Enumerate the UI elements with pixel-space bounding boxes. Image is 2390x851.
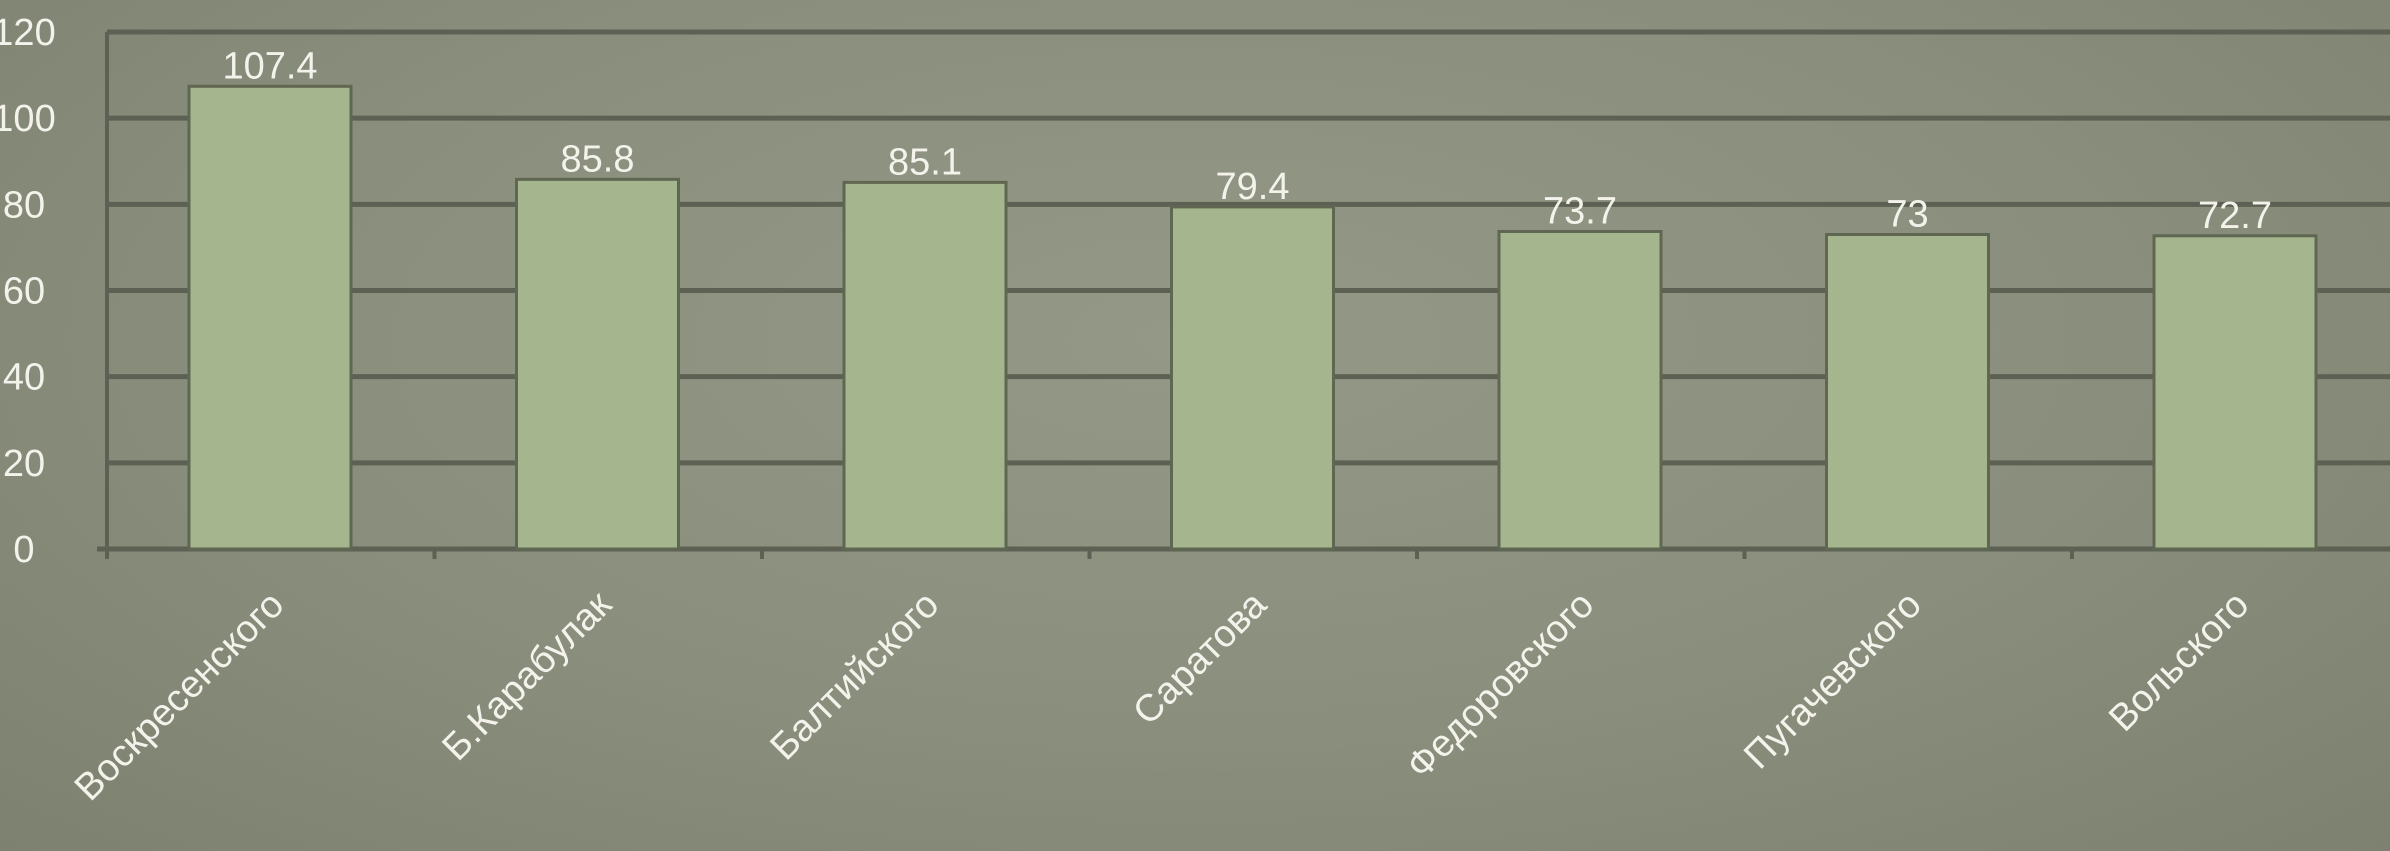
bar-4 <box>1170 205 1335 551</box>
y-tick-label-20: 20 <box>3 443 45 485</box>
bars <box>187 84 2318 551</box>
y-tick-label-120: 120 <box>0 12 56 54</box>
data-label-6: 73 <box>1886 193 1928 235</box>
x-axis-category-labels: Воскресенского Б.Карабулак Балтийского Сара… <box>67 583 2257 809</box>
bar-6 <box>1825 232 1990 551</box>
data-labels: 107.4 85.8 85.1 79.4 73.7 73 72.7 <box>222 45 2272 236</box>
data-label-7: 72.7 <box>2198 195 2272 237</box>
category-label-5: Федоровского <box>1399 584 1603 788</box>
category-label-4: Саратова <box>1125 583 1275 733</box>
data-label-5: 73.7 <box>1543 190 1617 232</box>
category-label-3: Балтийского <box>762 584 947 769</box>
data-label-2: 85.8 <box>561 138 635 180</box>
y-tick-label-80: 80 <box>3 184 45 226</box>
y-axis-tick-labels: 0 20 40 60 80 100 120 <box>0 12 56 571</box>
y-tick-label-100: 100 <box>0 98 56 140</box>
y-tick-label-60: 60 <box>3 271 45 313</box>
category-label-2: Б.Карабулак <box>435 583 621 769</box>
y-tick-label-0: 0 <box>13 529 34 571</box>
category-label-7: Вольского <box>2101 584 2257 740</box>
y-tick-label-40: 40 <box>3 357 45 399</box>
data-label-1: 107.4 <box>222 45 317 87</box>
data-label-4: 79.4 <box>1216 166 1290 208</box>
category-label-6: Пугачевского <box>1736 584 1930 778</box>
bar-7 <box>2152 234 2318 551</box>
bar-2 <box>515 177 680 551</box>
bar-1 <box>187 84 353 551</box>
bar-5 <box>1497 229 1663 551</box>
bar-3 <box>842 180 1008 551</box>
data-label-3: 85.1 <box>888 141 962 183</box>
category-label-1: Воскресенского <box>67 584 292 809</box>
